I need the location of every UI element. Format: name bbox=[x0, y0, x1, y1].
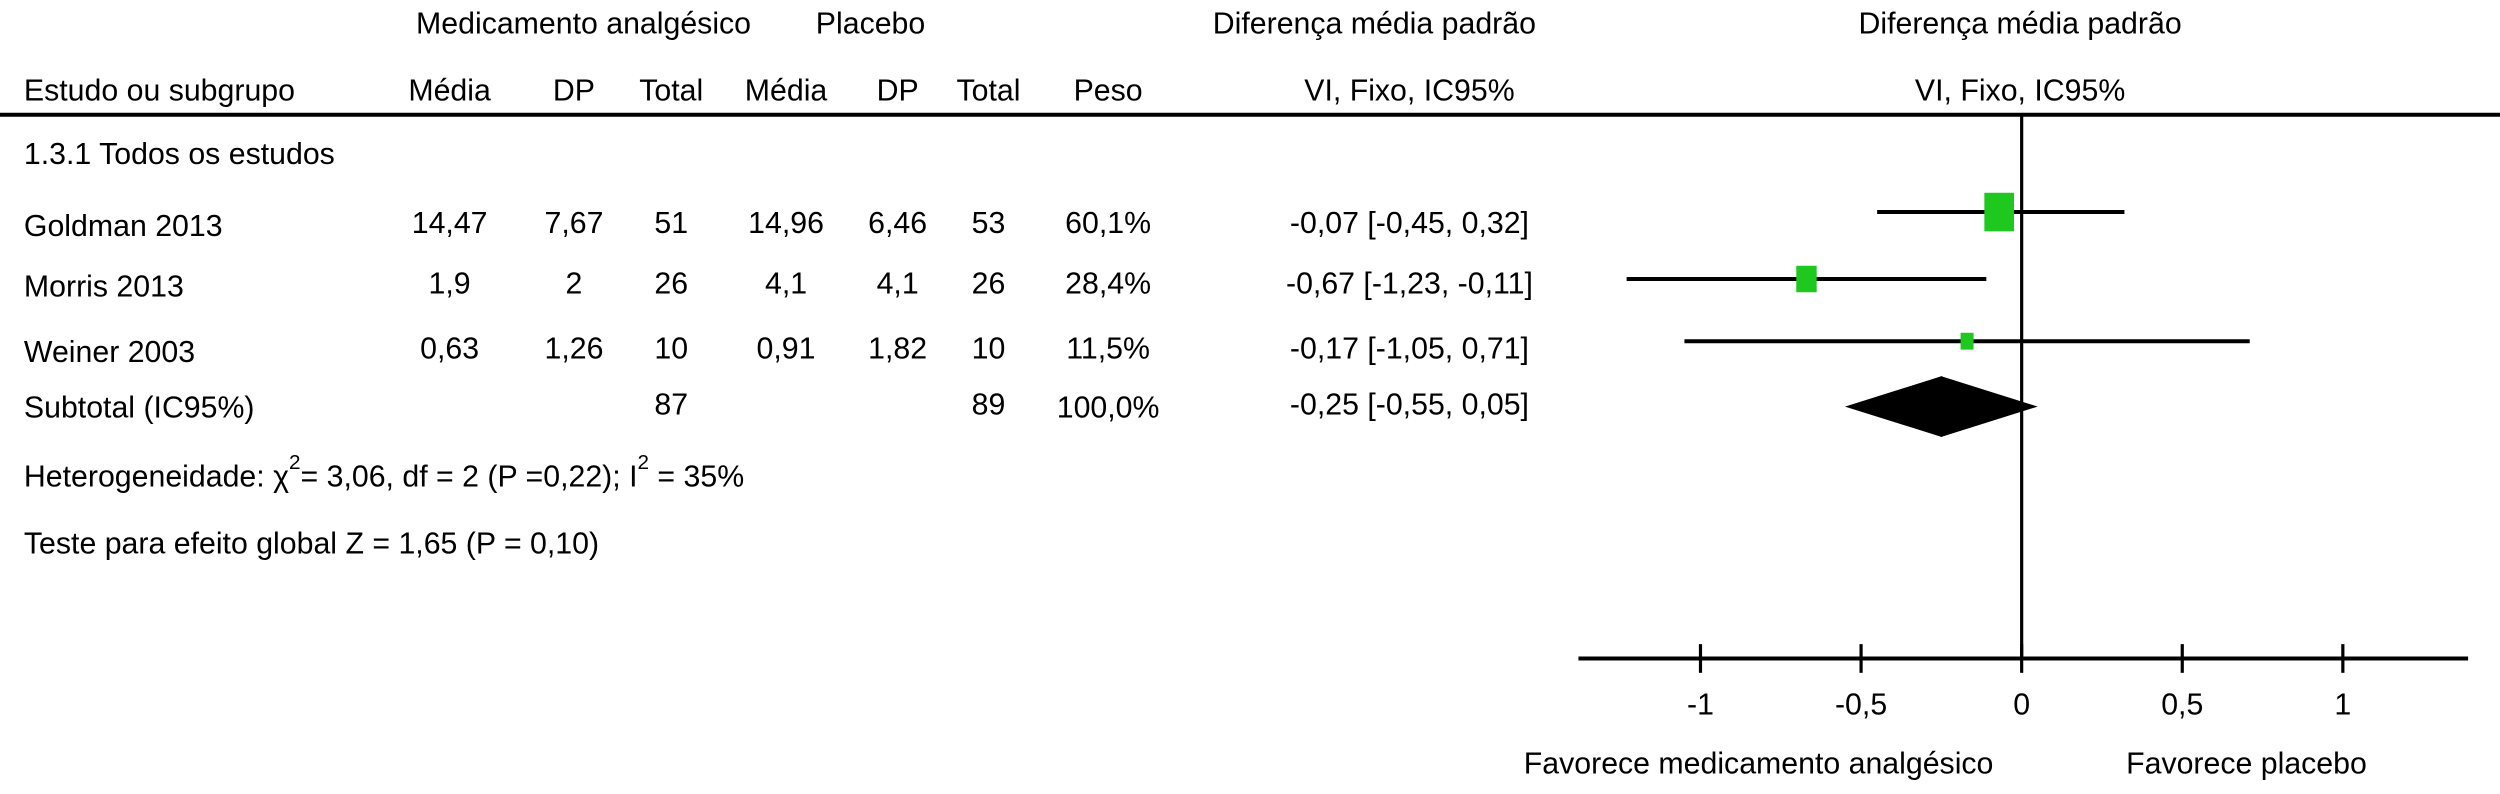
column-header: Total bbox=[957, 74, 1021, 107]
column-header: Média bbox=[745, 74, 828, 107]
column-header: VI, Fixo, IC95% bbox=[1304, 74, 1514, 107]
table-cell: 26 bbox=[972, 267, 1006, 300]
column-header: Total bbox=[639, 74, 703, 107]
group2-header: Placebo bbox=[816, 8, 925, 41]
table-cell: 1,82 bbox=[868, 333, 927, 366]
table-cell: 87 bbox=[654, 389, 688, 422]
heterogeneity-part: = 35% bbox=[649, 460, 744, 493]
table-cell: 14,96 bbox=[748, 207, 824, 240]
table-cell: 7,67 bbox=[545, 207, 604, 240]
x-tick-label: 0 bbox=[2013, 688, 2030, 721]
study-name: Weiner 2003 bbox=[24, 336, 195, 369]
x-tick-label: -1 bbox=[1687, 688, 1714, 721]
table-cell: 28,4% bbox=[1065, 267, 1151, 300]
diamond-right bbox=[1941, 376, 2038, 437]
column-header: DP bbox=[553, 74, 595, 107]
table-cell: 51 bbox=[654, 207, 688, 240]
table-cell: 14,47 bbox=[412, 207, 488, 240]
table-cell: 89 bbox=[972, 389, 1006, 422]
favours-right: Favorece placebo bbox=[2126, 747, 2367, 780]
table-cell: 26 bbox=[654, 267, 688, 300]
table-cell: 1,9 bbox=[429, 267, 471, 300]
table-cell: 6,46 bbox=[868, 207, 927, 240]
study-name: Goldman 2013 bbox=[24, 210, 223, 243]
effect-marker bbox=[1984, 192, 2015, 232]
column-header: Estudo ou subgrupo bbox=[24, 74, 295, 107]
group1-header: Medicamento analgésico bbox=[416, 8, 751, 41]
x-tick-label: 0,5 bbox=[2161, 688, 2203, 721]
table-cell: 10 bbox=[654, 333, 688, 366]
study-name: Morris 2013 bbox=[24, 271, 184, 304]
table-cell: 0,91 bbox=[757, 333, 816, 366]
diamond-left bbox=[1845, 376, 1942, 437]
table-cell: 4,1 bbox=[765, 267, 807, 300]
table-cell: 10 bbox=[972, 333, 1006, 366]
table-cell: 53 bbox=[972, 207, 1006, 240]
table-cell: 4,1 bbox=[877, 267, 919, 300]
effect-table-header: Diferença média padrão bbox=[1213, 8, 1536, 41]
table-cell: 60,1% bbox=[1065, 207, 1151, 240]
table-cell: 0,63 bbox=[420, 333, 479, 366]
subtotal-name: Subtotal (IC95%) bbox=[24, 392, 255, 425]
effect-plot-header: Diferença média padrão bbox=[1858, 8, 2181, 41]
overall-test: Teste para efeito global Z = 1,65 (P = 0… bbox=[24, 527, 599, 560]
table-cell: 1,26 bbox=[545, 333, 604, 366]
table-cell: -0,67 [-1,23, -0,11] bbox=[1286, 267, 1533, 300]
heterogeneity-sup: 2 bbox=[289, 451, 301, 474]
column-header: Média bbox=[408, 74, 491, 107]
method-plot-header: VI, Fixo, IC95% bbox=[1915, 74, 2125, 107]
effect-marker bbox=[1796, 265, 1817, 293]
heterogeneity-part: = 3,06, df = 2 (P =0,22); I bbox=[301, 460, 638, 493]
table-cell: 2 bbox=[566, 267, 583, 300]
heterogeneity-part: Heterogeneidade: χ bbox=[24, 460, 289, 493]
effect-marker bbox=[1960, 332, 1974, 350]
x-tick-label: 1 bbox=[2334, 688, 2351, 721]
table-cell: -0,25 [-0,55, 0,05] bbox=[1290, 389, 1529, 422]
x-tick-label: -0,5 bbox=[1835, 688, 1887, 721]
column-header: Peso bbox=[1074, 74, 1143, 107]
heterogeneity-sup: 2 bbox=[638, 451, 650, 474]
table-cell: -0,07 [-0,45, 0,32] bbox=[1290, 207, 1529, 240]
favours-left: Favorece medicamento analgésico bbox=[1524, 747, 1994, 780]
subgroup-label: 1.3.1 Todos os estudos bbox=[24, 138, 335, 171]
table-cell: 100,0% bbox=[1057, 392, 1160, 425]
column-header: DP bbox=[877, 74, 919, 107]
table-cell: -0,17 [-1,05, 0,71] bbox=[1290, 333, 1529, 366]
heterogeneity: Heterogeneidade: χ2= 3,06, df = 2 (P =0,… bbox=[24, 451, 744, 493]
table-cell: 11,5% bbox=[1066, 333, 1150, 366]
